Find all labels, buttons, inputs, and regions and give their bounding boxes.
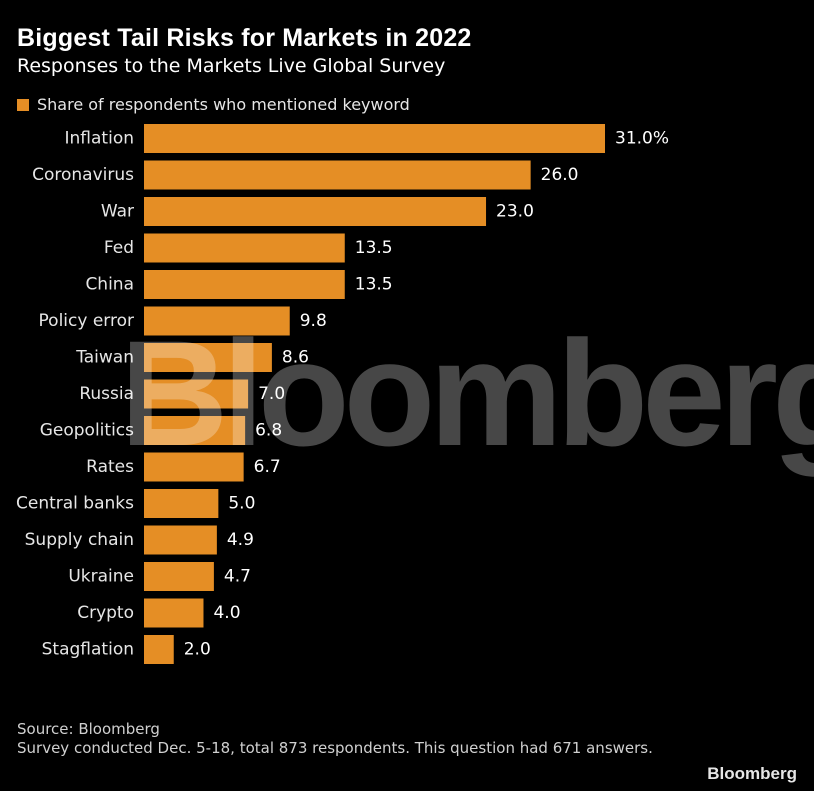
category-label: Geopolitics — [40, 421, 134, 441]
category-label: Rates — [86, 457, 134, 477]
value-label: 4.0 — [213, 603, 240, 623]
value-label: 2.0 — [184, 640, 211, 660]
category-label: Russia — [79, 384, 134, 404]
category-label: Central banks — [16, 494, 134, 514]
legend-swatch — [17, 98, 29, 111]
bloomberg-logo: Bloomberg — [707, 764, 797, 783]
bar — [144, 452, 244, 482]
source-text: Source: Bloomberg — [17, 720, 160, 738]
bar — [144, 416, 246, 445]
category-label: Fed — [104, 238, 134, 258]
category-label: Supply chain — [25, 530, 134, 550]
value-label: 31.0% — [615, 129, 669, 149]
bar — [144, 124, 605, 153]
value-label: 8.6 — [282, 348, 309, 368]
category-label: China — [85, 275, 134, 295]
value-label: 9.8 — [300, 311, 327, 331]
bar — [144, 197, 487, 226]
value-label: 5.0 — [228, 494, 255, 514]
legend-label: Share of respondents who mentioned keywo… — [37, 95, 410, 114]
value-label: 7.0 — [258, 384, 285, 404]
legend: Share of respondents who mentioned keywo… — [17, 95, 410, 114]
survey-note: Survey conducted Dec. 5-18, total 873 re… — [17, 739, 653, 757]
value-label: 4.9 — [227, 530, 254, 550]
category-label: Crypto — [77, 603, 134, 623]
source-note: Source: Bloomberg Survey conducted Dec. … — [17, 720, 657, 758]
bar — [144, 489, 219, 518]
category-label: Stagflation — [42, 640, 134, 660]
bar — [144, 379, 249, 409]
category-label: Coronavirus — [32, 165, 134, 185]
bar — [144, 562, 214, 591]
category-label: Inflation — [65, 129, 134, 149]
value-label: 23.0 — [496, 202, 534, 222]
value-label: 6.7 — [254, 457, 281, 477]
chart-title: Biggest Tail Risks for Markets in 2022 — [17, 24, 472, 52]
bar — [144, 635, 174, 664]
value-label: 4.7 — [224, 567, 251, 587]
category-label: Ukraine — [68, 567, 134, 587]
category-label: War — [101, 202, 134, 222]
value-label: 6.8 — [255, 421, 282, 441]
bar — [144, 160, 531, 190]
chart-subtitle: Responses to the Markets Live Global Sur… — [17, 55, 446, 77]
value-label: 26.0 — [541, 165, 579, 185]
bar — [144, 598, 204, 628]
bar — [144, 525, 217, 555]
bar — [144, 306, 290, 336]
bar — [144, 270, 345, 299]
bar — [144, 343, 272, 372]
category-label: Taiwan — [75, 348, 134, 368]
value-label: 13.5 — [355, 238, 393, 258]
category-label: Policy error — [39, 311, 134, 331]
value-label: 13.5 — [355, 275, 393, 295]
bar — [144, 233, 345, 263]
